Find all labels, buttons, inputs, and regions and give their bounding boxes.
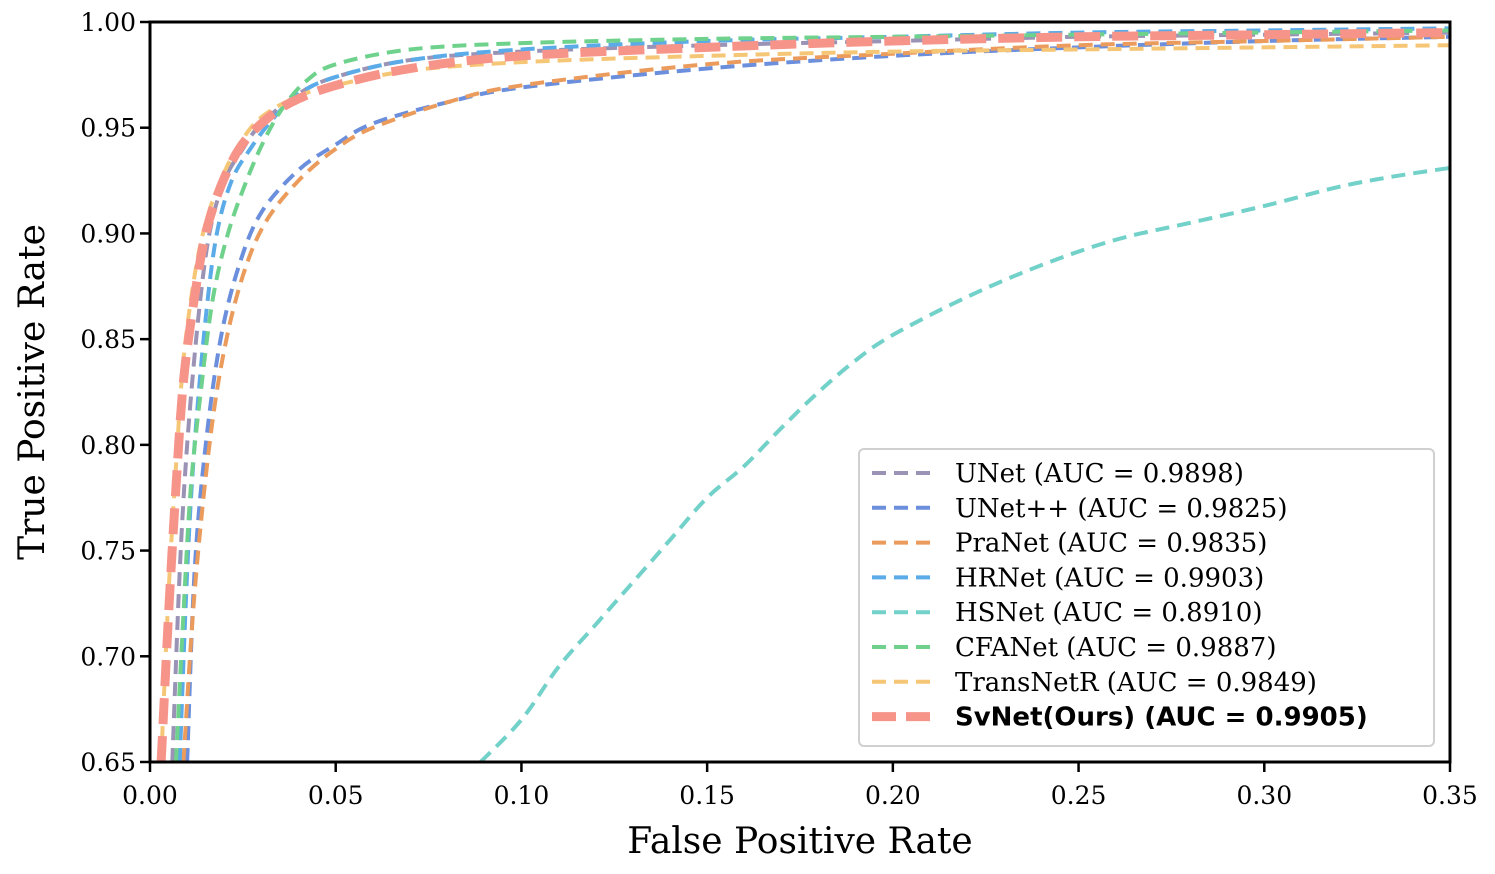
x-axis-ticks: 0.00 0.05 0.10 0.15 0.20 0.25 0.30 0.35 [122, 762, 1478, 810]
y-tick-label: 0.90 [80, 219, 136, 248]
y-tick-label: 0.85 [80, 325, 136, 354]
legend-label-hrnet: HRNet (AUC = 0.9903) [955, 563, 1264, 593]
y-tick-label: 0.95 [80, 114, 136, 143]
x-tick-label: 0.00 [122, 781, 178, 810]
legend-label-cfanet: CFANet (AUC = 0.9887) [955, 633, 1276, 663]
y-tick-label: 0.70 [80, 642, 136, 671]
x-tick-label: 0.25 [1051, 781, 1107, 810]
legend-label-pranet: PraNet (AUC = 0.9835) [955, 529, 1267, 559]
x-tick-label: 0.30 [1236, 781, 1292, 810]
y-tick-label: 1.00 [80, 8, 136, 37]
series-layer [156, 26, 1450, 762]
legend-label-transnetr: TransNetR (AUC = 0.9849) [955, 668, 1317, 698]
x-tick-label: 0.05 [308, 781, 364, 810]
legend-box [858, 448, 1435, 747]
x-axis-label: False Positive Rate [627, 821, 972, 862]
x-tick-label: 0.35 [1422, 781, 1478, 810]
legend: UNet (AUC = 0.9898) UNet++ (AUC = 0.9825)… [858, 448, 1435, 747]
x-tick-label: 0.10 [494, 781, 550, 810]
plot-frame [148, 20, 1452, 764]
x-tick-label: 0.15 [679, 781, 735, 810]
legend-label-unet: UNet (AUC = 0.9898) [955, 459, 1244, 489]
series-line-unet [185, 34, 1450, 762]
series-line-pranet [181, 34, 1450, 762]
legend-label-hsnet: HSNet (AUC = 0.8910) [955, 598, 1263, 628]
y-tick-label: 0.65 [80, 748, 136, 777]
y-tick-label: 0.80 [80, 431, 136, 460]
series-line-transnetr [159, 43, 1450, 762]
legend-label-svnet-ours: SvNet(Ours) (AUC = 0.9905) [955, 703, 1368, 733]
y-axis-label: True Positive Rate [12, 224, 53, 560]
series-line-cfanet [174, 28, 1450, 762]
y-axis-ticks: 0.65 0.70 0.75 0.80 0.85 0.90 0.95 1.00 [80, 8, 150, 777]
y-tick-label: 0.75 [80, 537, 136, 566]
x-tick-label: 0.20 [865, 781, 921, 810]
series-line-hsnet [479, 165, 1450, 762]
legend-label-unet: UNet++ (AUC = 0.9825) [955, 494, 1288, 524]
